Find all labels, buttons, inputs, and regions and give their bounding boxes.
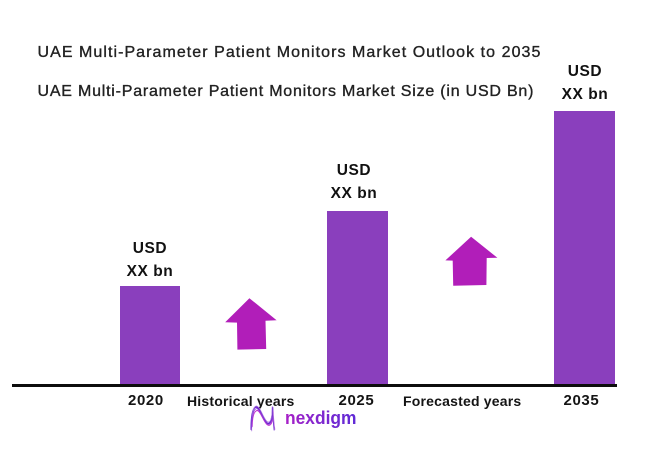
svg-text:nexdigm: nexdigm — [285, 407, 357, 428]
